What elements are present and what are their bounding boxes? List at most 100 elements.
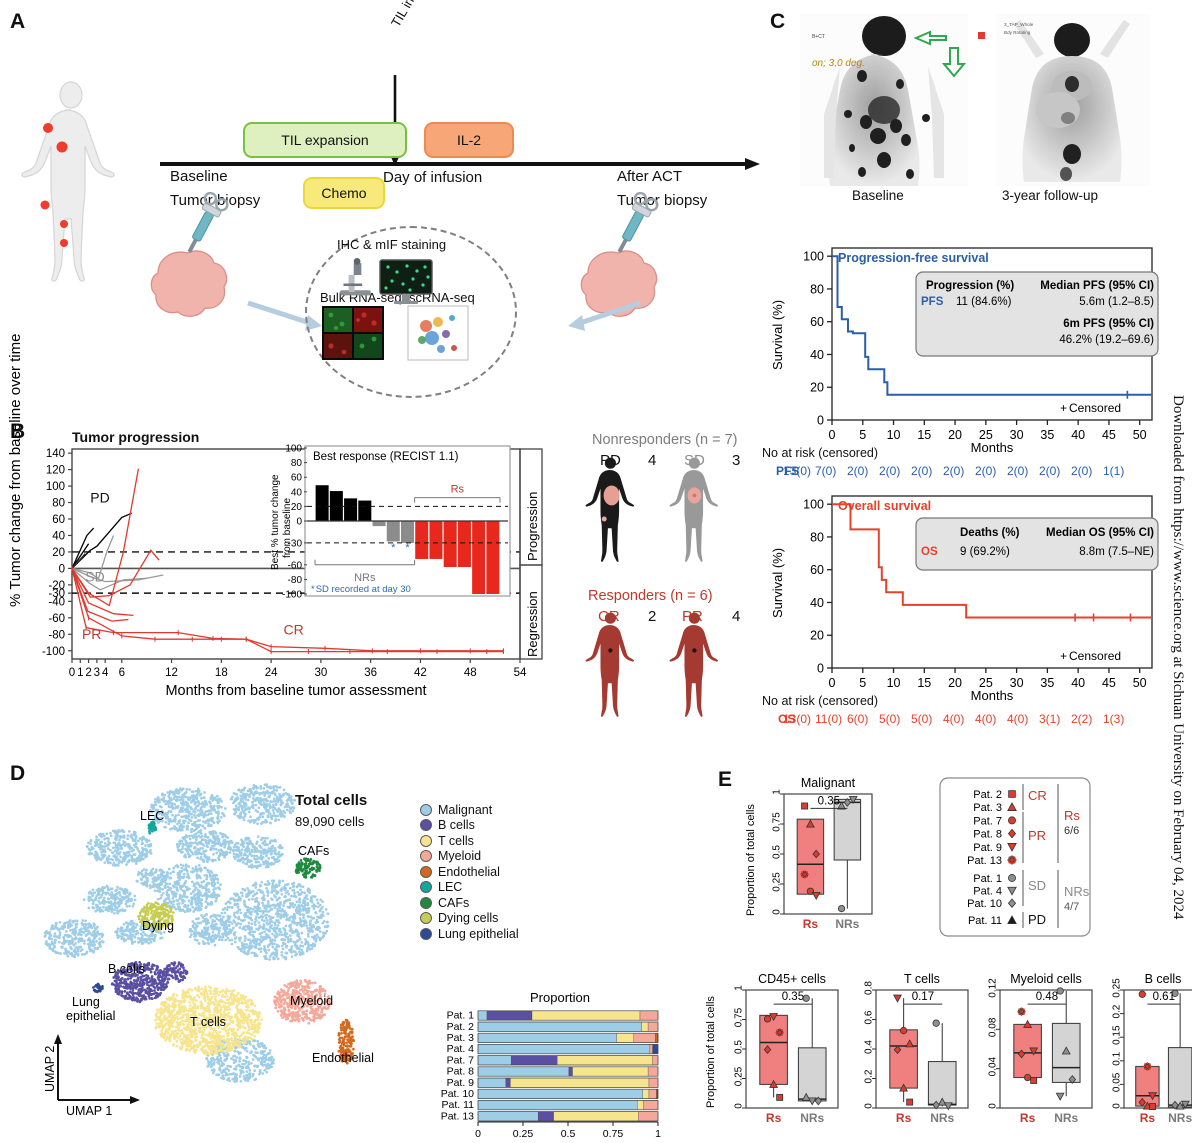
risk-value: 1(3) — [1103, 712, 1125, 726]
bulk-rnaseq-image — [322, 306, 384, 360]
proportion-segment — [572, 1066, 649, 1077]
svg-text:100: 100 — [803, 250, 824, 264]
risk-value: 2(0) — [1071, 464, 1093, 478]
box-group-label: Rs — [1020, 1111, 1036, 1125]
box-pvalue: 0.17 — [912, 991, 934, 1003]
os-stats-box: Deaths (%) Median OS (95% CI) OS 9 (69.2… — [915, 517, 1159, 571]
svg-text:-40: -40 — [48, 596, 65, 608]
os-curve — [832, 503, 1152, 622]
panel-b-title: Tumor progression — [72, 429, 199, 445]
annot-pr: PR — [82, 626, 101, 642]
risk-value: 11(0) — [815, 712, 843, 726]
pd-count: 4 — [648, 452, 657, 469]
panel-e-letter: E — [718, 768, 733, 791]
umap-scatter: UMAP 2 UMAP 1 LEC CAFs Dying B cells T c… — [43, 783, 374, 1118]
pr-count: 4 — [732, 608, 741, 625]
box-point-diamond — [843, 797, 852, 807]
proportion-segment — [633, 1033, 656, 1043]
svg-text:40: 40 — [1071, 676, 1085, 690]
os-box-col2-header: Median OS (95% CI) — [1046, 527, 1154, 539]
umap-legend: Malignant B cells T cells Myeloid Endothelia… — [420, 802, 519, 942]
box-rect — [1135, 1065, 1160, 1107]
svg-text:NRs: NRs — [354, 572, 376, 584]
box-point-diamond — [1171, 1100, 1179, 1110]
box-rect — [889, 1029, 918, 1089]
inset-title: Best response (RECIST 1.1) — [313, 451, 459, 463]
svg-text:0: 0 — [69, 667, 75, 679]
umap-label-bcells: B cells — [108, 962, 145, 976]
svg-text:40: 40 — [52, 530, 65, 542]
box-group-label: Rs — [1140, 1111, 1156, 1125]
svg-text:45: 45 — [1102, 676, 1116, 690]
panel-b-letter: B — [10, 420, 26, 443]
umap-label-myeloid: Myeloid — [290, 994, 333, 1008]
panel-b-series — [71, 468, 504, 655]
il2-box: IL-2 — [424, 122, 514, 158]
pfs-curve — [832, 255, 1152, 399]
proportion-segment — [648, 1077, 659, 1088]
annot-sd: SD — [85, 569, 104, 585]
svg-text:25: 25 — [979, 428, 993, 442]
box-point-triangle-up — [905, 1039, 915, 1048]
legend-pr: PR — [1028, 828, 1046, 843]
proportion-row-label: Pat. 8 — [447, 1066, 475, 1078]
proportion-segment — [616, 1033, 634, 1043]
box-point-square — [1030, 1077, 1038, 1084]
box-point-triangle-up — [1061, 1046, 1071, 1055]
legend-rs-frac: 6/6 — [1064, 825, 1079, 837]
box-point-diamond — [1007, 898, 1017, 909]
svg-text:15: 15 — [917, 428, 931, 442]
proportion-segment — [642, 1089, 650, 1099]
il2-label: IL-2 — [456, 132, 482, 148]
risk-value: 13(0) — [783, 712, 812, 726]
svg-text:-20: -20 — [48, 580, 65, 592]
svg-text:0: 0 — [59, 563, 65, 575]
svg-text:15: 15 — [917, 676, 931, 690]
box-point-circle — [1171, 989, 1179, 997]
umap-label-cafs: CAFs — [298, 844, 329, 858]
pfs-box-col1-value: 11 (84.6%) — [956, 296, 1012, 308]
pet-overlay-text-2: on; 3,0 deg. — [812, 58, 865, 69]
screen-icon — [379, 259, 433, 304]
box-group-label: NRs — [800, 1111, 824, 1125]
panel-a-biopsy-flow — [150, 191, 659, 331]
box-point-burst — [802, 872, 807, 877]
legend-color-dot — [420, 803, 432, 816]
legend-patient-label: Pat. 8 — [973, 829, 1002, 841]
proportion-segment — [511, 1055, 558, 1066]
box-point-circle — [932, 1019, 940, 1027]
svg-text:25: 25 — [979, 676, 993, 690]
cr-count: 2 — [648, 608, 657, 625]
panel-e-bottom-boxes: Proportion of total cells CD45+ cells00.… — [705, 972, 1192, 1125]
box-point-burst — [1009, 857, 1015, 863]
proportion-segment — [568, 1066, 573, 1077]
proportion-row-label: Pat. 13 — [441, 1110, 474, 1122]
panel-b-xlabel: Months from baseline tumor assessment — [165, 683, 426, 699]
umap-label-tcells: T cells — [190, 1015, 226, 1029]
proportion-segment — [647, 1021, 659, 1032]
pfs-stats-box: Progression (%) Median PFS (95% CI) PFS … — [915, 271, 1159, 357]
box-point-triangle-up — [1007, 802, 1017, 811]
svg-text:-100: -100 — [282, 590, 302, 601]
day-of-infusion-label: Day of infusion — [383, 169, 483, 186]
legend-sd: SD — [1028, 878, 1046, 893]
svg-text:36: 36 — [364, 667, 377, 679]
legend-patient-label: Pat. 3 — [973, 802, 1002, 814]
box-point-triangle-up — [1007, 915, 1017, 924]
risk-value: 4(0) — [975, 712, 997, 726]
svg-text:20: 20 — [810, 629, 824, 643]
legend-nrs-frac: 4/7 — [1064, 901, 1079, 913]
svg-text:2: 2 — [85, 667, 91, 679]
legend-patient-label: Pat. 4 — [973, 886, 1002, 898]
svg-text:48: 48 — [464, 667, 477, 679]
box-point-triangle-up — [805, 819, 815, 828]
proportion-row-label: Pat. 2 — [447, 1021, 475, 1033]
box-point-triangle-down — [943, 1102, 953, 1111]
proportion-segment — [477, 1077, 507, 1088]
legend-item: B cells — [420, 818, 519, 834]
svg-text:*: * — [405, 542, 410, 554]
svg-text:20: 20 — [948, 428, 962, 442]
svg-text:40: 40 — [1071, 428, 1085, 442]
box-pvalue: 0.35 — [782, 991, 804, 1003]
legend-color-dot — [420, 912, 432, 925]
